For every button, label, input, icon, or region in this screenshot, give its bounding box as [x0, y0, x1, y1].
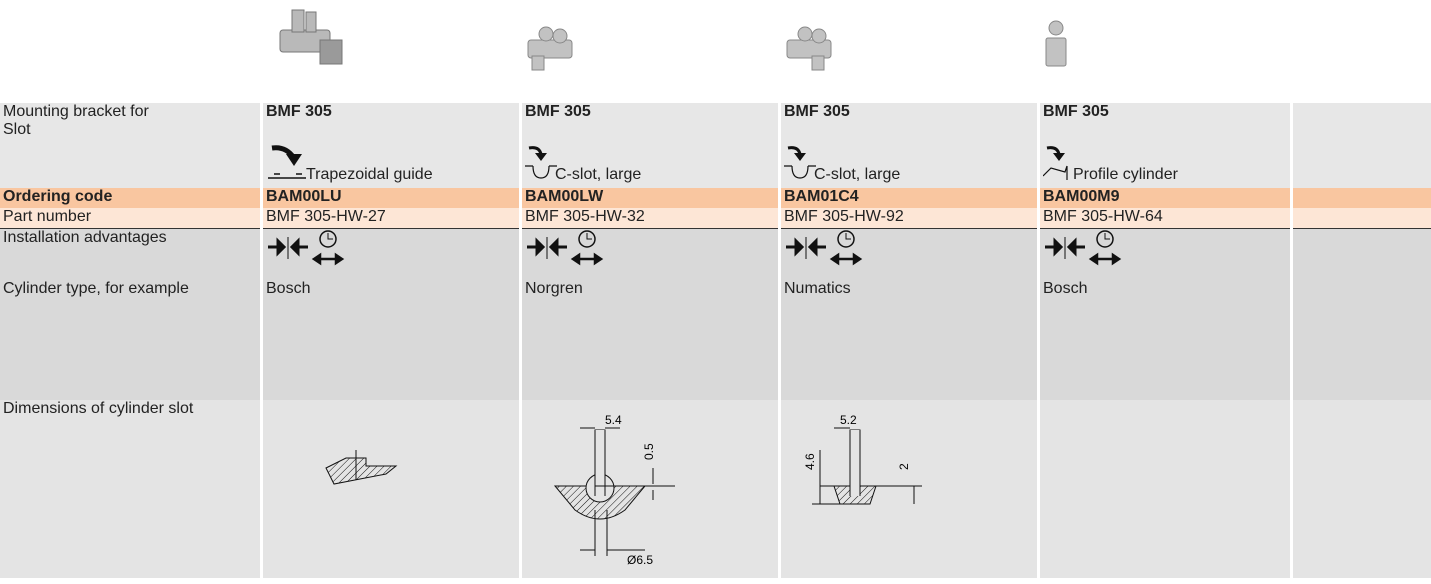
ordering-code: BAM01C4	[781, 188, 1037, 208]
part-number-text: BMF 305-HW-32	[525, 208, 645, 225]
slot: Profile cylinder	[1040, 121, 1290, 188]
dimension-label: 2	[897, 463, 911, 470]
ordering-code: BAM00M9	[1040, 188, 1290, 208]
cylinder-type-text: Norgren	[525, 280, 583, 297]
row-label-text: Cylinder type, for example	[3, 280, 189, 297]
slot-text: C-slot, large	[814, 166, 901, 183]
row-label-text: Mounting bracket for	[3, 103, 149, 120]
row-label-text: Ordering code	[3, 188, 113, 205]
cylinder-slot-drawing: 5.4 0.5 Ø6.5	[522, 400, 778, 578]
ordering-code: BAM00LU	[263, 188, 519, 208]
slot-icon	[784, 146, 816, 179]
slot-text: Profile cylinder	[1073, 166, 1178, 183]
cylinder-slot-drawing	[1040, 400, 1290, 578]
row-label: Cylinder type, for example	[0, 280, 260, 400]
ordering-code-text: BAM00LU	[266, 188, 342, 205]
empty-cell	[1293, 280, 1431, 400]
advantage-icons	[786, 230, 863, 266]
mounting-bracket-text: BMF 305	[784, 103, 850, 120]
advantage-icons	[268, 230, 345, 266]
part-number: BMF 305-HW-27	[263, 208, 519, 229]
empty-cell	[1293, 103, 1431, 121]
product-image	[786, 26, 832, 71]
part-number: BMF 305-HW-64	[1040, 208, 1290, 229]
part-number-text: BMF 305-HW-27	[266, 208, 386, 225]
cylinder-type-text: Numatics	[784, 280, 851, 297]
cylinder-slot-drawing: 5.2 4.6 2	[781, 400, 1037, 578]
empty-cell	[1293, 229, 1431, 280]
empty-cell	[1293, 400, 1431, 578]
cylinder-type-text: Bosch	[266, 280, 311, 297]
empty-cell	[1293, 208, 1431, 229]
mounting-bracket: BMF 305	[1040, 103, 1290, 121]
dimension-label: 5.4	[605, 413, 622, 427]
slot-text: C-slot, large	[555, 166, 642, 183]
part-number: BMF 305-HW-32	[522, 208, 778, 229]
installation-advantages	[781, 229, 1037, 280]
row-label: Part number	[0, 208, 260, 229]
ordering-code-text: BAM00M9	[1043, 188, 1120, 205]
product-image	[527, 26, 573, 71]
installation-advantages	[522, 229, 778, 280]
empty-cell	[1293, 121, 1431, 188]
row-label-text: Installation advantages	[3, 229, 167, 246]
cylinder-type-text: Bosch	[1043, 280, 1088, 297]
slot: C-slot, large	[522, 121, 778, 188]
row-label-text: Dimensions of cylinder slot	[3, 400, 194, 417]
slot-icon	[1043, 146, 1068, 180]
dimension-label: 4.6	[803, 453, 817, 470]
product-images	[279, 9, 1067, 71]
ordering-code-text: BAM01C4	[784, 188, 859, 205]
slot-icon	[525, 146, 557, 179]
dimension-drawing: 5.4 0.5 Ø6.5	[553, 413, 675, 567]
ordering-code: BAM00LW	[522, 188, 778, 208]
dimension-label: Ø6.5	[627, 553, 653, 567]
product-table: Mounting bracket for BMF 305 BMF 305 BMF 30…	[0, 103, 1431, 578]
installation-advantages	[263, 229, 519, 280]
empty-cell	[1293, 188, 1431, 208]
installation-advantages	[1040, 229, 1290, 280]
product-image	[1045, 20, 1067, 67]
cylinder-slot-drawing	[263, 400, 519, 578]
slot-text: Trapezoidal guide	[306, 166, 433, 183]
dimension-drawing: 5.2 4.6 2	[803, 413, 922, 505]
part-number-text: BMF 305-HW-92	[784, 208, 904, 225]
row-label-text: Slot	[3, 121, 31, 138]
mounting-bracket-text: BMF 305	[1043, 103, 1109, 120]
mounting-bracket-text: BMF 305	[266, 103, 332, 120]
slot: Trapezoidal guide	[263, 121, 519, 188]
advantage-icons	[1045, 230, 1122, 266]
part-number-text: BMF 305-HW-64	[1043, 208, 1163, 225]
mounting-bracket: BMF 305	[781, 103, 1037, 121]
slot-icon	[268, 145, 306, 179]
dimension-drawing	[325, 450, 398, 485]
part-number: BMF 305-HW-92	[781, 208, 1037, 229]
product-image	[279, 9, 343, 65]
mounting-bracket: BMF 305	[263, 103, 519, 121]
cylinder-type: Bosch	[1040, 280, 1290, 400]
row-label: Dimensions of cylinder slot	[0, 400, 260, 578]
slot: C-slot, large	[781, 121, 1037, 188]
advantage-icons	[527, 230, 604, 266]
mounting-bracket-text: BMF 305	[525, 103, 591, 120]
mounting-bracket: BMF 305	[522, 103, 778, 121]
dimension-label: 5.2	[840, 413, 857, 427]
row-label: Ordering code	[0, 188, 260, 208]
row-label: Installation advantages	[0, 229, 260, 280]
cylinder-type: Norgren	[522, 280, 778, 400]
row-label-text: Part number	[3, 208, 92, 225]
ordering-code-text: BAM00LW	[525, 188, 604, 205]
dimension-label: 0.5	[642, 443, 656, 460]
row-label: Mounting bracket for	[0, 103, 260, 121]
cylinder-type: Numatics	[781, 280, 1037, 400]
dimension-drawing	[1043, 400, 1290, 578]
cylinder-type: Bosch	[263, 280, 519, 400]
row-label: Slot	[0, 121, 260, 188]
